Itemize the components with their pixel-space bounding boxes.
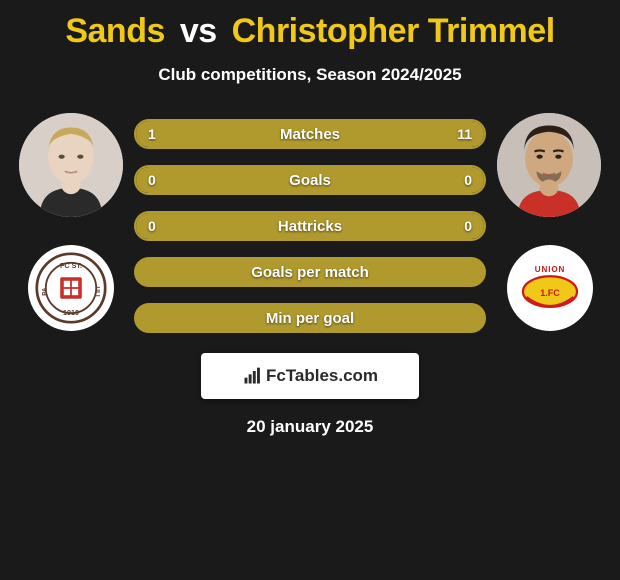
main-row: FC ST. 1910 PA ULI 111Matches00Goals00Ha…: [8, 113, 612, 333]
comparison-title: Sands vs Christopher Trimmel: [65, 12, 554, 51]
bar-chart-icon: [242, 366, 262, 386]
st-pauli-badge-icon: FC ST. 1910 PA ULI: [35, 252, 107, 324]
stat-value-left: 1: [148, 126, 156, 142]
stats-column: 111Matches00Goals00HattricksGoals per ma…: [134, 113, 486, 333]
stat-pill: 0 0 Goals: [134, 165, 486, 195]
svg-text:1910: 1910: [63, 308, 79, 317]
player2-club-badge: UNION 1.FC: [507, 245, 593, 331]
player1-club-badge: FC ST. 1910 PA ULI: [28, 245, 114, 331]
stat-value-left: 0: [148, 218, 156, 234]
player-portrait-2-icon: [497, 113, 601, 217]
svg-text:FC ST.: FC ST.: [60, 261, 82, 270]
stat-label: Goals per match: [251, 264, 369, 281]
subtitle: Club competitions, Season 2024/2025: [158, 65, 461, 85]
player-portrait-1-icon: [19, 113, 123, 217]
svg-text:1.FC: 1.FC: [540, 288, 560, 298]
stat-pill: Goals per match: [134, 257, 486, 287]
brand-card: FcTables.com: [201, 353, 419, 399]
date-label: 20 january 2025: [247, 417, 374, 437]
stat-label: Matches: [280, 126, 340, 143]
brand-text: FcTables.com: [266, 366, 378, 386]
right-column: UNION 1.FC: [498, 113, 603, 331]
stat-value-right: 0: [464, 218, 472, 234]
player2-name: Christopher Trimmel: [232, 12, 555, 50]
svg-text:ULI: ULI: [93, 287, 100, 297]
stat-label: Goals: [289, 172, 331, 189]
player1-name: Sands: [65, 12, 165, 50]
vs-label: vs: [180, 12, 217, 50]
stat-fill-right: [310, 167, 484, 193]
stat-pill: Min per goal: [134, 303, 486, 333]
stat-value-right: 0: [464, 172, 472, 188]
stat-label: Hattricks: [278, 218, 342, 235]
player1-avatar: [19, 113, 123, 217]
stat-value-right: 11: [457, 126, 472, 142]
union-berlin-badge-icon: UNION 1.FC: [514, 252, 586, 324]
left-column: FC ST. 1910 PA ULI: [17, 113, 122, 331]
svg-text:PA: PA: [41, 287, 48, 296]
stat-fill-left: [136, 167, 310, 193]
svg-text:UNION: UNION: [534, 265, 565, 274]
stat-value-left: 0: [148, 172, 156, 188]
player2-avatar: [497, 113, 601, 217]
stat-pill: 0 0 Hattricks: [134, 211, 486, 241]
stat-pill: 111Matches: [134, 119, 486, 149]
stat-label: Min per goal: [266, 310, 354, 327]
infographic-root: Sands vs Christopher Trimmel Club compet…: [0, 0, 620, 437]
